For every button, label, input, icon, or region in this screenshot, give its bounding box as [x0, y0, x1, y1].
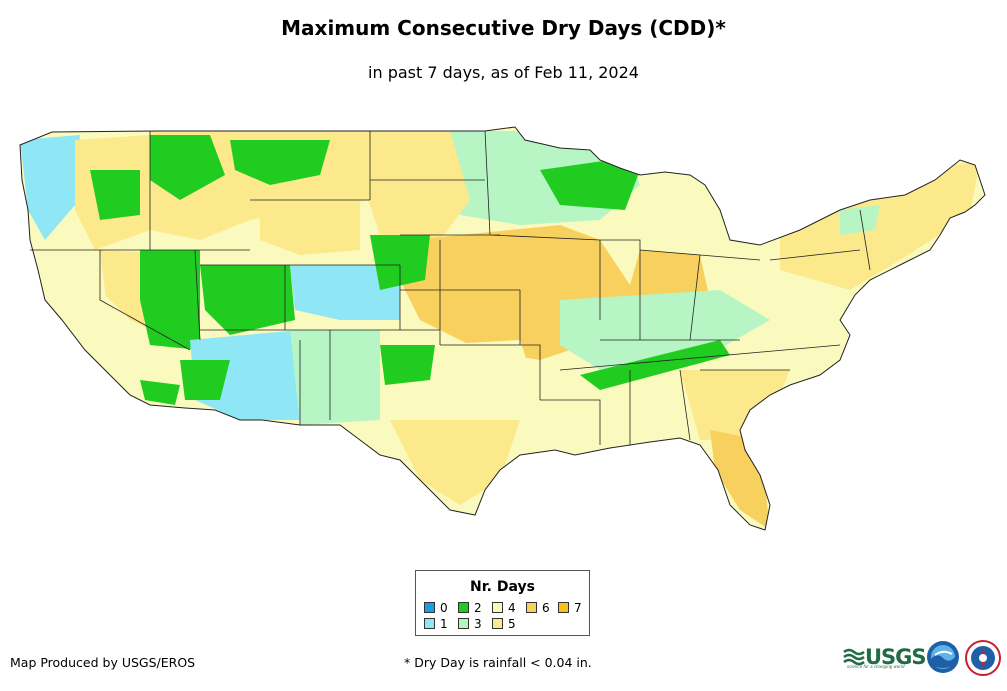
- agency-logos: USGS science for a changing world: [843, 638, 1003, 678]
- tennessee-band-region: [580, 340, 730, 390]
- wyoming-region: [260, 200, 360, 255]
- map-credit: Map Produced by USGS/EROS: [10, 655, 196, 670]
- map-title: Maximum Consecutive Dry Days (CDD)*: [281, 16, 726, 40]
- legend-label: 4: [508, 601, 516, 615]
- legend-swatch: [492, 602, 503, 613]
- noaa-logo-icon: [927, 641, 959, 673]
- michigan-upper-region: [540, 160, 640, 210]
- legend-label: 5: [508, 617, 516, 631]
- texas-south-region: [390, 420, 520, 505]
- legend-label: 3: [474, 617, 482, 631]
- legend-item-1: 1: [424, 618, 448, 630]
- legend-title: Nr. Days: [470, 579, 535, 595]
- legend-item-5: 5: [492, 618, 516, 630]
- map-subtitle: in past 7 days, as of Feb 11, 2024: [368, 63, 639, 82]
- legend-item-4: 4: [492, 602, 516, 614]
- legend-item-7: 7: [558, 602, 582, 614]
- montana-green-region: [230, 140, 330, 185]
- oregon-green-region: [90, 170, 140, 220]
- legend-label: 1: [440, 617, 448, 631]
- dry-day-footnote: * Dry Day is rainfall < 0.04 in.: [404, 655, 592, 670]
- legend-swatch: [424, 602, 435, 613]
- new-mexico-region: [290, 330, 380, 425]
- idaho-green-region: [150, 135, 225, 200]
- colorado-blue-region: [290, 265, 400, 320]
- usgs-wave-icon: [843, 648, 865, 666]
- new-mexico-east-green-region: [380, 345, 435, 385]
- legend-swatch: [458, 602, 469, 613]
- colorado-east-green-region: [370, 235, 430, 290]
- legend-item-0: 0: [424, 602, 448, 614]
- legend-swatch: [526, 602, 537, 613]
- arizona-green-region: [180, 360, 230, 400]
- northern-plains-region: [365, 131, 470, 240]
- nws-logo-icon: [965, 640, 1001, 676]
- legend-label: 2: [474, 601, 482, 615]
- legend-label: 0: [440, 601, 448, 615]
- legend-label: 7: [574, 601, 582, 615]
- usgs-wordmark: USGS: [865, 645, 927, 669]
- new-york-region: [840, 205, 880, 235]
- state-borders: [19, 126, 986, 531]
- washington-oregon-coast-region: [20, 135, 80, 240]
- southern-california-green-region: [140, 380, 180, 405]
- usgs-tagline: science for a changing world: [847, 664, 905, 669]
- legend-swatch: [558, 602, 569, 613]
- legend-swatch: [492, 618, 503, 629]
- utah-green-region: [200, 265, 295, 335]
- utah-west-green-region: [140, 250, 200, 350]
- legend-item-2: 2: [458, 602, 482, 614]
- legend-item-3: 3: [458, 618, 482, 630]
- legend-item-6: 6: [526, 602, 550, 614]
- legend: Nr. Days 0 1 2 3 4 5 6 7: [415, 570, 590, 636]
- legend-swatch: [458, 618, 469, 629]
- legend-label: 6: [542, 601, 550, 615]
- california-region: [28, 250, 150, 405]
- usgs-logo: USGS: [843, 642, 927, 672]
- legend-swatch: [424, 618, 435, 629]
